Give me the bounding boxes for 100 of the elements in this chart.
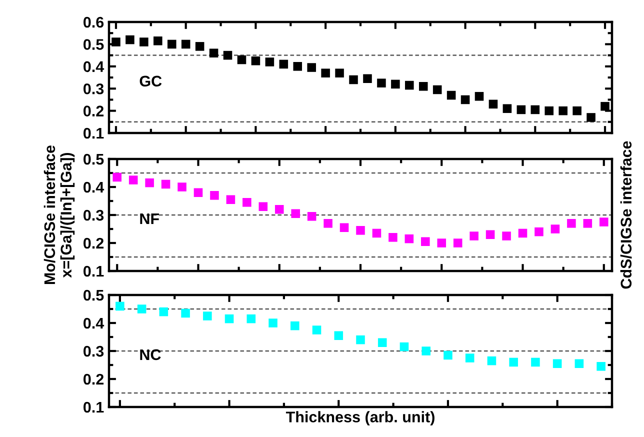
x-axis-title: Thickness (arb. unit) [286,411,434,426]
point [246,314,256,324]
point [334,331,344,340]
point [209,48,218,58]
point [340,223,349,232]
point [550,224,560,234]
point [502,232,511,240]
point [453,238,462,248]
point [530,105,540,114]
point [203,312,212,320]
point [356,335,365,344]
point [531,358,540,367]
point [400,342,409,352]
y-tick-label: 0.3 [84,346,104,357]
point [552,359,562,368]
point [421,237,430,246]
point [178,182,186,192]
point [258,202,268,211]
point [195,42,204,51]
point [268,318,278,328]
point [226,195,236,204]
point [181,308,190,318]
point [251,56,260,66]
y-tick-label: 0.2 [84,238,104,249]
point [509,358,518,367]
point [356,226,365,235]
point [574,359,584,368]
point [274,205,284,214]
point [444,350,452,360]
point [418,82,428,91]
point [265,58,274,66]
point [349,75,358,84]
point [567,219,576,228]
y-tick-label: 0.3 [84,83,104,94]
point [405,80,414,90]
annotation: NF [140,213,159,224]
point [378,338,387,347]
point [210,191,219,200]
point [237,55,246,64]
point [488,100,498,109]
point [116,302,124,311]
point [128,176,138,184]
point [599,218,608,226]
y-tick-label: 0.4 [84,182,104,193]
point [422,346,430,356]
point [437,238,446,248]
point [291,209,300,218]
point [290,321,300,330]
point [307,212,316,221]
point [583,219,592,228]
y-tick-label: 0.5 [84,39,104,50]
point [432,85,442,94]
point [534,227,544,236]
point [363,74,372,83]
y-tick-label: 0.4 [84,318,104,329]
point [112,172,122,182]
point [572,106,582,116]
point [377,78,386,88]
point [242,198,252,207]
annotation: GC [140,76,162,87]
y-tick-label: 0.4 [84,61,104,72]
point [388,233,398,242]
point [465,354,474,362]
y-tick-label: 0.3 [84,210,104,221]
point [126,35,134,44]
y-tick-label: 0.6 [84,16,104,28]
point [596,362,606,371]
point [194,188,203,197]
point [470,232,478,240]
point [324,219,332,228]
y-tick-label: 0.1 [84,128,104,139]
y-tick-label: 0.5 [84,290,104,301]
y-tick-label: 0.2 [84,374,104,385]
y-tick-label: 0.1 [84,266,104,277]
point [544,106,554,116]
point [486,230,495,239]
point [223,50,232,60]
point [372,228,382,238]
point [167,40,176,49]
point [391,80,400,89]
point [312,326,322,334]
point [224,314,234,324]
point [145,178,154,188]
point [140,38,148,46]
point [446,90,456,100]
point [516,105,526,114]
point [586,113,596,122]
point [404,234,414,244]
point [321,68,330,78]
point [460,95,470,104]
point [502,104,512,113]
y-axis-title: Mo/CIGSe interface x=[Ga]/([In]+[Ga]) [44,145,75,284]
point [600,102,610,111]
y-tick-label: 0.2 [84,106,104,116]
point [335,68,344,78]
point [518,228,528,238]
point [137,304,146,314]
point [307,63,316,72]
point [474,92,484,101]
point [112,38,120,46]
